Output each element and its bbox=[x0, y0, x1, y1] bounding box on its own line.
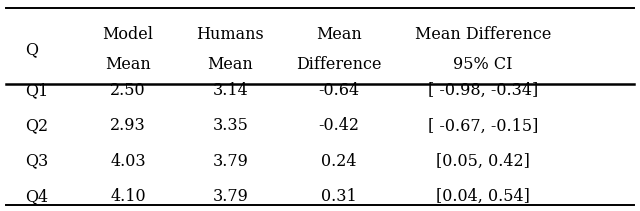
Text: [0.05, 0.42]: [0.05, 0.42] bbox=[436, 153, 530, 170]
Text: 2.93: 2.93 bbox=[110, 117, 146, 134]
Text: Mean: Mean bbox=[105, 56, 151, 73]
Text: Mean: Mean bbox=[316, 26, 362, 43]
Text: 4.03: 4.03 bbox=[110, 153, 146, 170]
Text: 0.31: 0.31 bbox=[321, 188, 357, 205]
Text: Humans: Humans bbox=[196, 26, 264, 43]
Text: Mean: Mean bbox=[207, 56, 253, 73]
Text: Q4: Q4 bbox=[26, 188, 49, 205]
Text: Mean Difference: Mean Difference bbox=[415, 26, 552, 43]
Text: Q2: Q2 bbox=[26, 117, 49, 134]
Text: 3.14: 3.14 bbox=[212, 82, 248, 99]
Text: 4.10: 4.10 bbox=[110, 188, 146, 205]
Text: Difference: Difference bbox=[296, 56, 382, 73]
Text: 3.35: 3.35 bbox=[212, 117, 248, 134]
Text: Model: Model bbox=[102, 26, 154, 43]
Text: 0.24: 0.24 bbox=[321, 153, 357, 170]
Text: Q3: Q3 bbox=[26, 153, 49, 170]
Text: 3.79: 3.79 bbox=[212, 188, 248, 205]
Text: 3.79: 3.79 bbox=[212, 153, 248, 170]
Text: [0.04, 0.54]: [0.04, 0.54] bbox=[436, 188, 530, 205]
Text: -0.64: -0.64 bbox=[319, 82, 360, 99]
Text: Q1: Q1 bbox=[26, 82, 49, 99]
Text: [ -0.67, -0.15]: [ -0.67, -0.15] bbox=[428, 117, 538, 134]
Text: 2.50: 2.50 bbox=[110, 82, 146, 99]
Text: -0.42: -0.42 bbox=[319, 117, 360, 134]
Text: [ -0.98, -0.34]: [ -0.98, -0.34] bbox=[428, 82, 538, 99]
Text: Q: Q bbox=[26, 41, 38, 58]
Text: 95% CI: 95% CI bbox=[454, 56, 513, 73]
